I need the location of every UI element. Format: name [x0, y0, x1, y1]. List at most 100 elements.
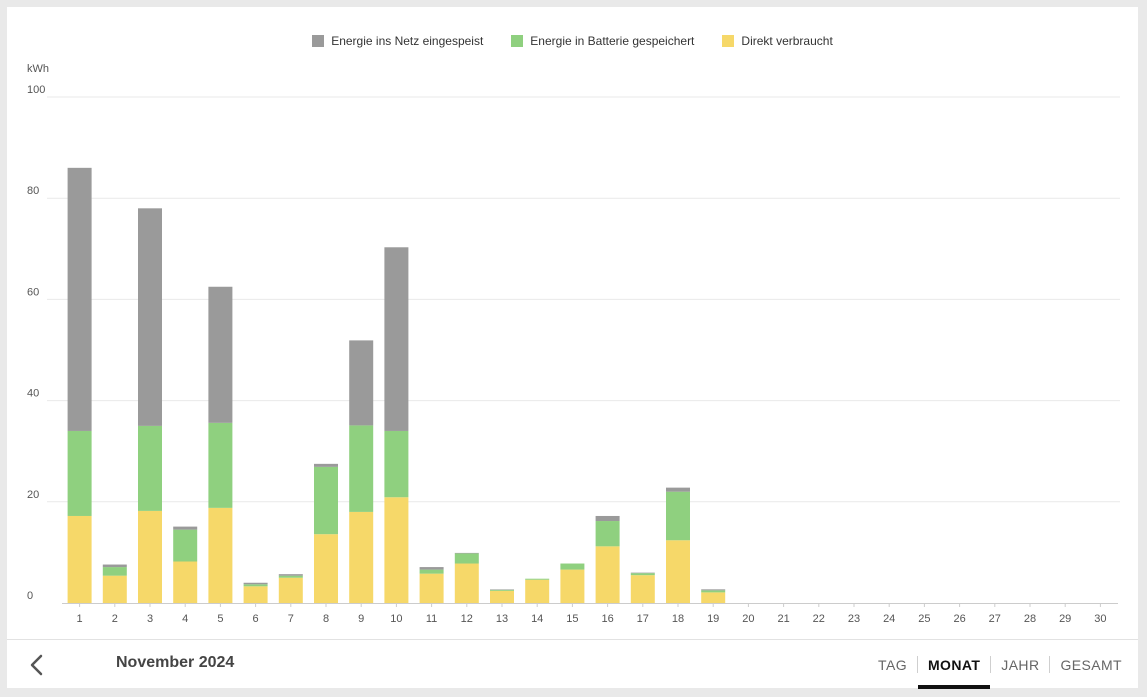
bar-segment	[349, 340, 374, 426]
y-tick-label: 100	[27, 84, 45, 96]
period-label: November 2024	[116, 654, 235, 671]
bar-segment	[490, 589, 514, 591]
bar-segment	[243, 586, 268, 603]
legend-swatch	[312, 35, 325, 47]
legend-item[interactable]: Energie ins Netz eingespeist	[312, 33, 483, 49]
bar-segment	[525, 579, 550, 603]
bar-segment	[278, 575, 303, 578]
bar-segment	[67, 515, 92, 603]
legend-swatch	[511, 35, 524, 47]
bar-segment	[490, 589, 514, 590]
x-tick-label: 7	[288, 613, 294, 625]
bar-segment	[314, 463, 338, 467]
legend-swatch	[722, 35, 735, 47]
x-tick-label: 13	[496, 613, 508, 625]
bar-segment	[595, 521, 620, 547]
y-tick-label: 0	[27, 590, 33, 602]
y-tick-label: 20	[27, 489, 39, 501]
x-tick-label: 20	[742, 613, 754, 625]
bar-segment	[630, 572, 655, 574]
bar-segment	[454, 563, 479, 603]
x-tick-label: 6	[253, 613, 259, 625]
bar-segment	[525, 578, 550, 580]
bar-segment	[666, 487, 690, 492]
bar-segment	[454, 552, 479, 554]
x-tick-label: 14	[531, 613, 543, 625]
x-tick-label: 11	[426, 613, 437, 625]
bar-segment	[490, 590, 514, 603]
bar-segment	[243, 582, 268, 585]
x-tick-label: 12	[461, 613, 473, 625]
bar-segment	[630, 573, 655, 576]
tab-separator	[1049, 656, 1051, 673]
x-tick-label: 15	[566, 613, 578, 625]
y-tick-label: 40	[27, 388, 39, 400]
bar-segment	[630, 575, 655, 603]
chevron-left-icon	[30, 654, 43, 676]
x-tick-label: 29	[1059, 613, 1071, 625]
bar-segment	[349, 511, 374, 603]
x-tick-label: 28	[1024, 613, 1036, 625]
x-tick-label: 21	[777, 613, 789, 625]
bar-segment	[102, 564, 127, 568]
bar-segment	[419, 567, 444, 570]
x-tick-label: 22	[813, 613, 825, 625]
x-tick-label: 26	[953, 613, 965, 625]
bar-segment	[560, 569, 585, 603]
x-tick-label: 18	[672, 613, 684, 625]
tab-gesamt[interactable]: GESAMT	[1060, 656, 1122, 673]
bar-segment	[278, 574, 303, 576]
x-tick-label: 16	[601, 613, 613, 625]
bar-segment	[102, 575, 127, 603]
bar-segment	[208, 422, 233, 508]
x-tick-label: 4	[182, 613, 188, 625]
bar-segment	[278, 577, 303, 603]
x-tick-label: 17	[637, 613, 649, 625]
x-tick-label: 25	[918, 613, 930, 625]
bar-segment	[701, 589, 726, 591]
bar-segment	[138, 208, 162, 426]
bar-segment	[701, 590, 726, 593]
x-tick-label: 23	[848, 613, 860, 625]
bar-segment	[173, 529, 198, 562]
x-tick-label: 24	[883, 613, 895, 625]
bar-segment	[349, 425, 374, 512]
chart-legend: Energie ins Netz eingespeist Energie in B…	[7, 33, 1138, 49]
y-tick-label: 60	[27, 286, 39, 298]
tab-monat[interactable]: MONAT	[918, 640, 991, 689]
x-tick-label: 8	[323, 613, 329, 625]
x-tick-label: 9	[358, 613, 364, 625]
bar-segment	[384, 497, 409, 603]
legend-label: Energie ins Netz eingespeist	[331, 34, 484, 48]
bar-segment	[67, 430, 92, 516]
x-tick-label: 10	[390, 613, 402, 625]
x-tick-label: 30	[1094, 613, 1106, 625]
bar-segment	[314, 466, 338, 535]
legend-label: Energie in Batterie gespeichert	[530, 34, 695, 48]
x-tick-label: 5	[217, 613, 223, 625]
x-tick-label: 19	[707, 613, 719, 625]
chart-card: Energie ins Netz eingespeist Energie in B…	[7, 7, 1138, 689]
y-tick-label: 80	[27, 185, 39, 197]
bar-segment	[595, 546, 620, 603]
tab-tag[interactable]: TAG	[878, 656, 907, 673]
tab-jahr[interactable]: JAHR	[1001, 656, 1040, 673]
bar-segment	[138, 510, 162, 603]
legend-item[interactable]: Energie in Batterie gespeichert	[511, 33, 694, 49]
bar-segment	[208, 286, 233, 423]
x-tick-label: 2	[112, 613, 118, 625]
bar-segment	[560, 563, 585, 570]
bar-segment	[243, 584, 268, 587]
bar-segment	[314, 534, 338, 603]
bar-segment	[173, 561, 198, 603]
period-tabs: TAG MONAT JAHR GESAMT	[868, 640, 1132, 689]
legend-label: Direkt verbraucht	[741, 34, 833, 48]
x-tick-label: 1	[77, 613, 83, 625]
back-button[interactable]	[25, 652, 51, 678]
bar-segment	[419, 569, 444, 574]
bar-segment	[173, 526, 198, 530]
bar-segment	[454, 553, 479, 564]
legend-item[interactable]: Direkt verbraucht	[722, 33, 833, 49]
bar-segment	[384, 430, 409, 498]
